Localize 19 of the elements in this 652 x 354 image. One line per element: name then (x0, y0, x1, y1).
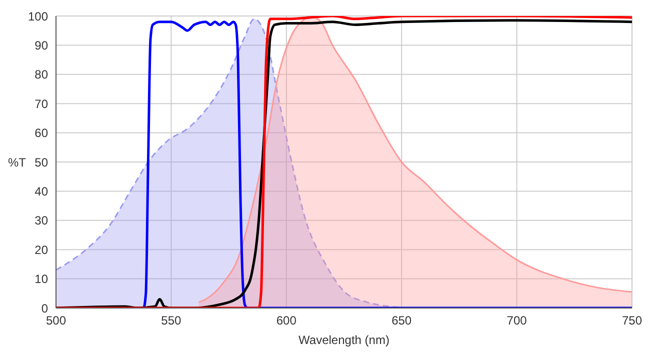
y-tick-label: 20 (34, 242, 48, 257)
x-tick-label: 500 (46, 314, 66, 328)
y-axis-title: %T (8, 155, 27, 170)
y-tick-label: 70 (34, 96, 48, 111)
x-tick-label: 550 (161, 314, 182, 328)
y-tick-label: 60 (34, 126, 48, 140)
x-tick-label: 750 (622, 314, 642, 328)
y-tick-label: 90 (34, 38, 48, 52)
y-tick-label: 0 (41, 301, 48, 316)
x-tick-label: 700 (506, 314, 528, 328)
y-tick-label: 10 (34, 272, 48, 286)
x-tick-label: 600 (276, 314, 297, 328)
x-tick-label: 650 (392, 314, 412, 328)
y-tick-label: 30 (34, 214, 48, 228)
y-tick-label: 40 (34, 184, 48, 198)
y-tick-label: 100 (28, 9, 48, 24)
y-tick-label: 50 (34, 155, 48, 170)
x-axis-title: Wavelength (nm) (298, 333, 390, 347)
y-tick-label: 80 (34, 68, 48, 82)
